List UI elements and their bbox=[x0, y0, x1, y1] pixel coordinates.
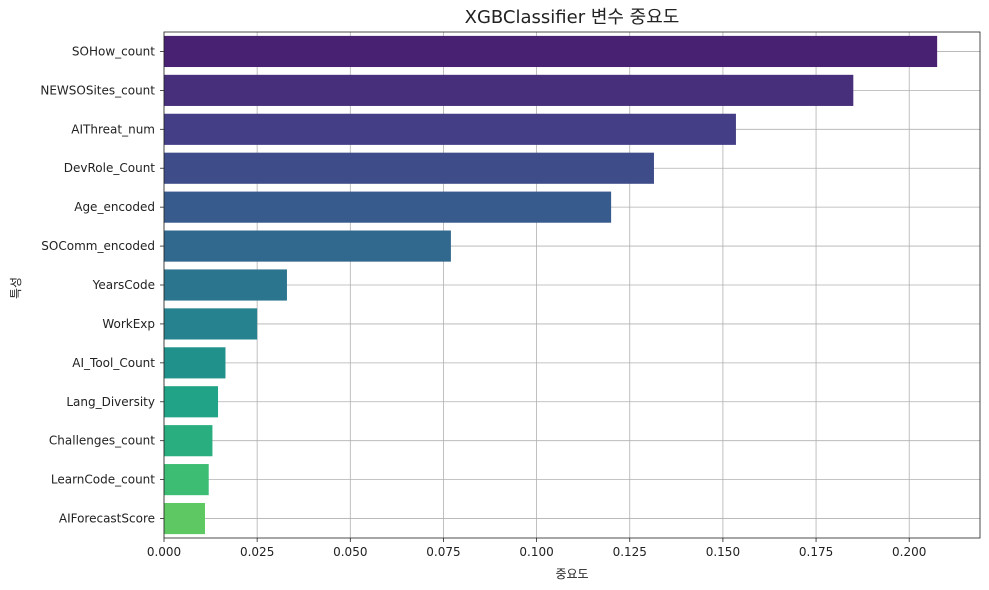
bar-AI_Tool_Count bbox=[164, 347, 226, 379]
x-tick-label: 0.100 bbox=[519, 545, 553, 559]
x-tick-label: 0.025 bbox=[240, 545, 274, 559]
bar-NEWSOSites_count bbox=[164, 74, 854, 106]
bar-AIForecastScore bbox=[164, 502, 205, 535]
y-tick-label: WorkExp bbox=[102, 317, 155, 331]
y-axis-label: 특성 bbox=[9, 277, 23, 299]
x-tick-label: 0.000 bbox=[147, 545, 181, 559]
x-tick-label: 0.125 bbox=[613, 545, 647, 559]
chart-title: XGBClassifier 변수 중요도 bbox=[465, 7, 680, 28]
y-tick-label: Challenges_count bbox=[49, 434, 155, 448]
y-tick-label: SOComm_encoded bbox=[41, 239, 155, 253]
bars bbox=[164, 35, 938, 535]
x-tick-label: 0.075 bbox=[426, 545, 460, 559]
bar-WorkExp bbox=[164, 308, 258, 340]
bar-AIThreat_num bbox=[164, 113, 736, 145]
x-tick-labels: 0.000 0.025 0.050 0.075 0.100 0.125 0.150 0.175… bbox=[147, 538, 926, 559]
x-tick-label: 0.175 bbox=[799, 545, 833, 559]
bar-Lang_Diversity bbox=[164, 386, 219, 418]
y-tick-label: LearnCode_count bbox=[51, 473, 155, 487]
bar-Challenges_count bbox=[164, 425, 213, 457]
bar-Age_encoded bbox=[164, 191, 612, 223]
bar-SOHow_count bbox=[164, 35, 938, 68]
y-tick-labels: SOHow_count NEWSOSites_count AIThreat_num D… bbox=[40, 44, 164, 526]
y-tick-label: NEWSOSites_count bbox=[40, 83, 155, 97]
bar-YearsCode bbox=[164, 269, 287, 301]
x-axis-label: 중요도 bbox=[555, 567, 588, 581]
bar-LearnCode_count bbox=[164, 464, 209, 496]
bar-SOComm_encoded bbox=[164, 230, 451, 262]
y-tick-label: AI_Tool_Count bbox=[72, 356, 155, 370]
y-tick-label: YearsCode bbox=[92, 278, 155, 292]
x-tick-label: 0.200 bbox=[892, 545, 926, 559]
y-tick-label: SOHow_count bbox=[72, 44, 155, 58]
x-tick-label: 0.150 bbox=[706, 545, 740, 559]
x-tick-label: 0.050 bbox=[333, 545, 367, 559]
y-tick-label: DevRole_Count bbox=[64, 161, 156, 175]
y-tick-label: Age_encoded bbox=[74, 200, 155, 214]
y-tick-label: AIForecastScore bbox=[59, 512, 155, 526]
bar-DevRole_Count bbox=[164, 152, 654, 184]
y-tick-label: AIThreat_num bbox=[71, 122, 155, 136]
y-tick-label: Lang_Diversity bbox=[66, 395, 155, 409]
